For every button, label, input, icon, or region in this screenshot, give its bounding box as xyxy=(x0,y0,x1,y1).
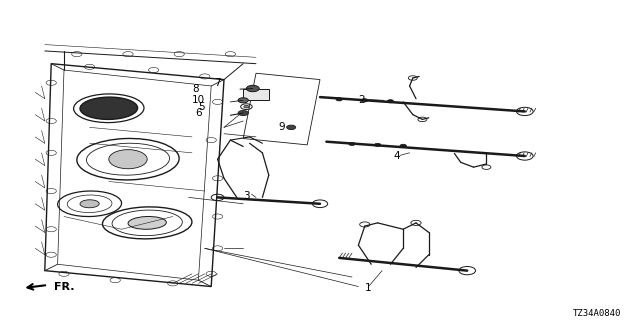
Circle shape xyxy=(400,144,406,148)
Circle shape xyxy=(238,110,248,116)
Text: 7: 7 xyxy=(214,78,221,88)
Circle shape xyxy=(238,98,248,103)
Circle shape xyxy=(336,98,342,101)
Text: 9: 9 xyxy=(278,122,285,132)
Circle shape xyxy=(374,143,381,147)
Text: 1: 1 xyxy=(365,283,371,293)
Text: 3: 3 xyxy=(243,191,250,201)
Text: 5: 5 xyxy=(198,102,205,112)
Circle shape xyxy=(244,105,249,108)
Circle shape xyxy=(109,150,147,169)
Circle shape xyxy=(287,125,296,130)
Text: 2: 2 xyxy=(358,95,365,105)
Circle shape xyxy=(362,99,368,102)
Text: 6: 6 xyxy=(195,108,202,118)
Text: FR.: FR. xyxy=(54,282,75,292)
Circle shape xyxy=(387,100,394,103)
Text: 10: 10 xyxy=(192,95,205,105)
Ellipse shape xyxy=(80,200,99,208)
Text: 8: 8 xyxy=(192,84,198,94)
Circle shape xyxy=(349,142,355,146)
Text: 4: 4 xyxy=(394,151,400,161)
Text: TZ34A0840: TZ34A0840 xyxy=(572,309,621,318)
FancyBboxPatch shape xyxy=(243,89,269,100)
Circle shape xyxy=(246,85,259,92)
Ellipse shape xyxy=(80,97,138,119)
Ellipse shape xyxy=(128,216,166,229)
